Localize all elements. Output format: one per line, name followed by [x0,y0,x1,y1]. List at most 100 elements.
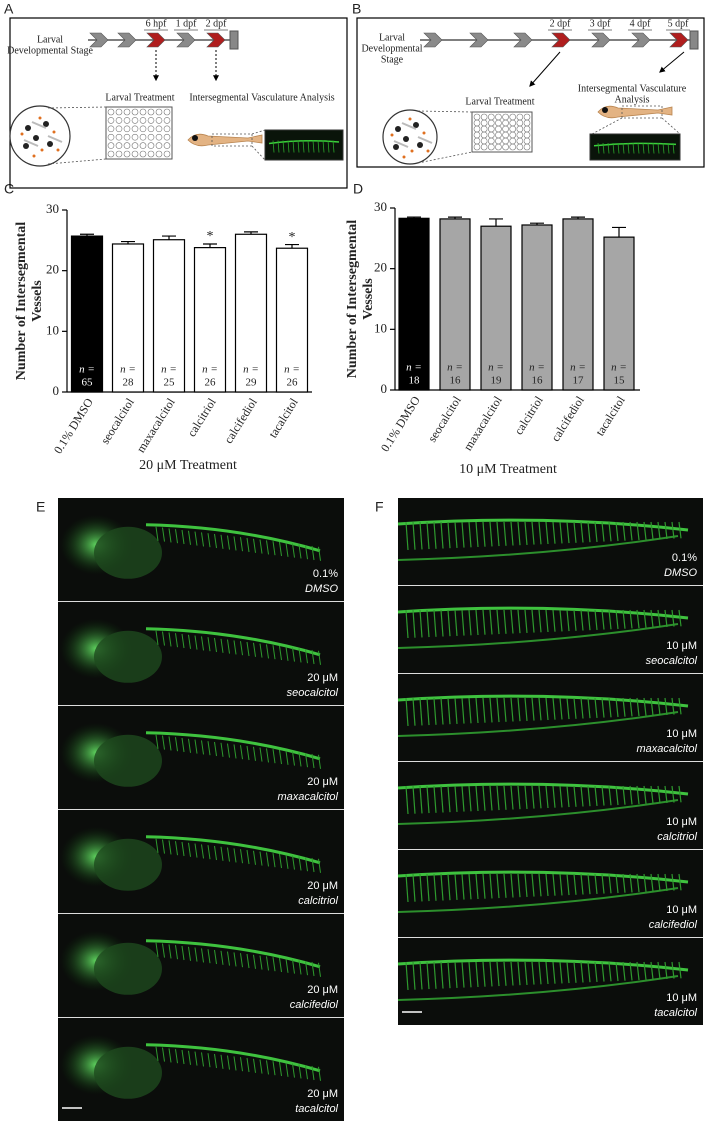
timepoint: 4 dpf [630,18,652,29]
diagram-text: Developmental Stage [7,45,93,56]
embryo [33,135,39,141]
n-value: 28 [123,377,135,389]
n-prefix: n = [447,362,463,374]
well [480,143,488,151]
well [509,143,517,151]
fish-vessel [233,952,237,967]
fish-vessel [214,637,217,653]
well [147,108,155,116]
fish-vessel [608,785,612,806]
dot [422,131,426,135]
x-tick-label: seocalcitol [425,393,464,444]
fish-vessel [587,521,591,543]
fish-vessel [318,962,321,977]
fish-vessel [181,529,185,545]
n-prefix: n = [570,362,586,374]
fish-vessel [601,609,605,630]
fish-yolk [94,734,162,787]
well [147,142,155,149]
bar [111,243,145,393]
well [163,142,171,149]
fish-vessel [233,536,237,551]
fish-vessel [531,961,535,985]
well [163,117,171,124]
diagram-text: Larval Treatment [465,96,534,107]
fish-body [145,523,321,553]
fish-vessel [419,609,423,638]
fish-vessel [181,633,185,649]
fish-vessel [531,609,535,633]
fish-vessel [475,521,479,548]
fish-vessel [426,873,430,902]
fish-vessel [580,697,584,719]
fish-vessel [608,961,612,982]
stage-chevron [423,32,443,48]
fish-yolk [94,942,162,995]
stage-chevron [89,32,109,48]
y-tick-label: 0 [53,383,60,398]
well [155,108,163,116]
fish-vessel [678,521,682,539]
fish-vessel [318,858,321,873]
fish-vessel [517,609,521,634]
dose-label: 20 μM [307,984,338,996]
connector [251,145,266,161]
fish-vessel [608,609,612,630]
well [155,150,163,158]
fish-vessel [517,873,521,898]
fish-vessel [601,961,605,982]
well [147,133,155,141]
well [163,125,171,133]
fish-vessel [194,1051,198,1066]
bar [398,217,430,391]
fish-vessel [657,785,661,804]
fish-vessel [573,785,577,807]
fish-vessel [454,609,458,636]
connector [591,117,623,135]
fish-vessel [298,752,302,767]
fish-vessel [650,609,654,628]
n-prefix: n = [406,362,422,374]
well [163,150,171,158]
fish-vessel [412,785,416,814]
fish-vessel [594,873,598,894]
fish-vessel [650,697,654,716]
n-prefix: n = [202,364,218,376]
well [107,150,115,158]
vessel [292,140,295,153]
well [131,117,139,124]
fish-vessel [615,697,619,718]
stage-chevron [631,32,651,48]
error-bar [407,216,421,219]
fish-vessel [194,739,198,754]
fish-vessel [524,521,528,545]
fish-vessel [496,785,500,811]
y-axis-label: Number of Intersegmental [14,222,29,380]
arrow [529,51,561,87]
fish-vessel [426,961,430,990]
fish-vessel [594,785,598,806]
error-bar [285,243,299,249]
fish-vessel [168,736,172,751]
fish-vessel [636,609,640,629]
fish-yolk [94,1046,162,1099]
fish-vessel [168,944,172,959]
error-bar [121,240,135,244]
fish-vessel [622,873,626,893]
bar [152,239,186,393]
n-prefix: n = [243,364,259,376]
fish-body [145,835,321,865]
compound-label: tacalcitol [295,1103,338,1115]
fish-vessel [240,537,243,552]
fish-vessel [468,521,472,548]
zoom-box [211,133,253,147]
fish-vessel [636,697,640,717]
fish-vessel [240,953,243,968]
fish-vessel [220,846,224,861]
larva-icon [187,133,263,147]
fish-vessel [650,961,654,980]
fish-vessel [279,749,282,765]
fish-vessel [214,1053,217,1069]
fish-vessel [461,697,465,724]
